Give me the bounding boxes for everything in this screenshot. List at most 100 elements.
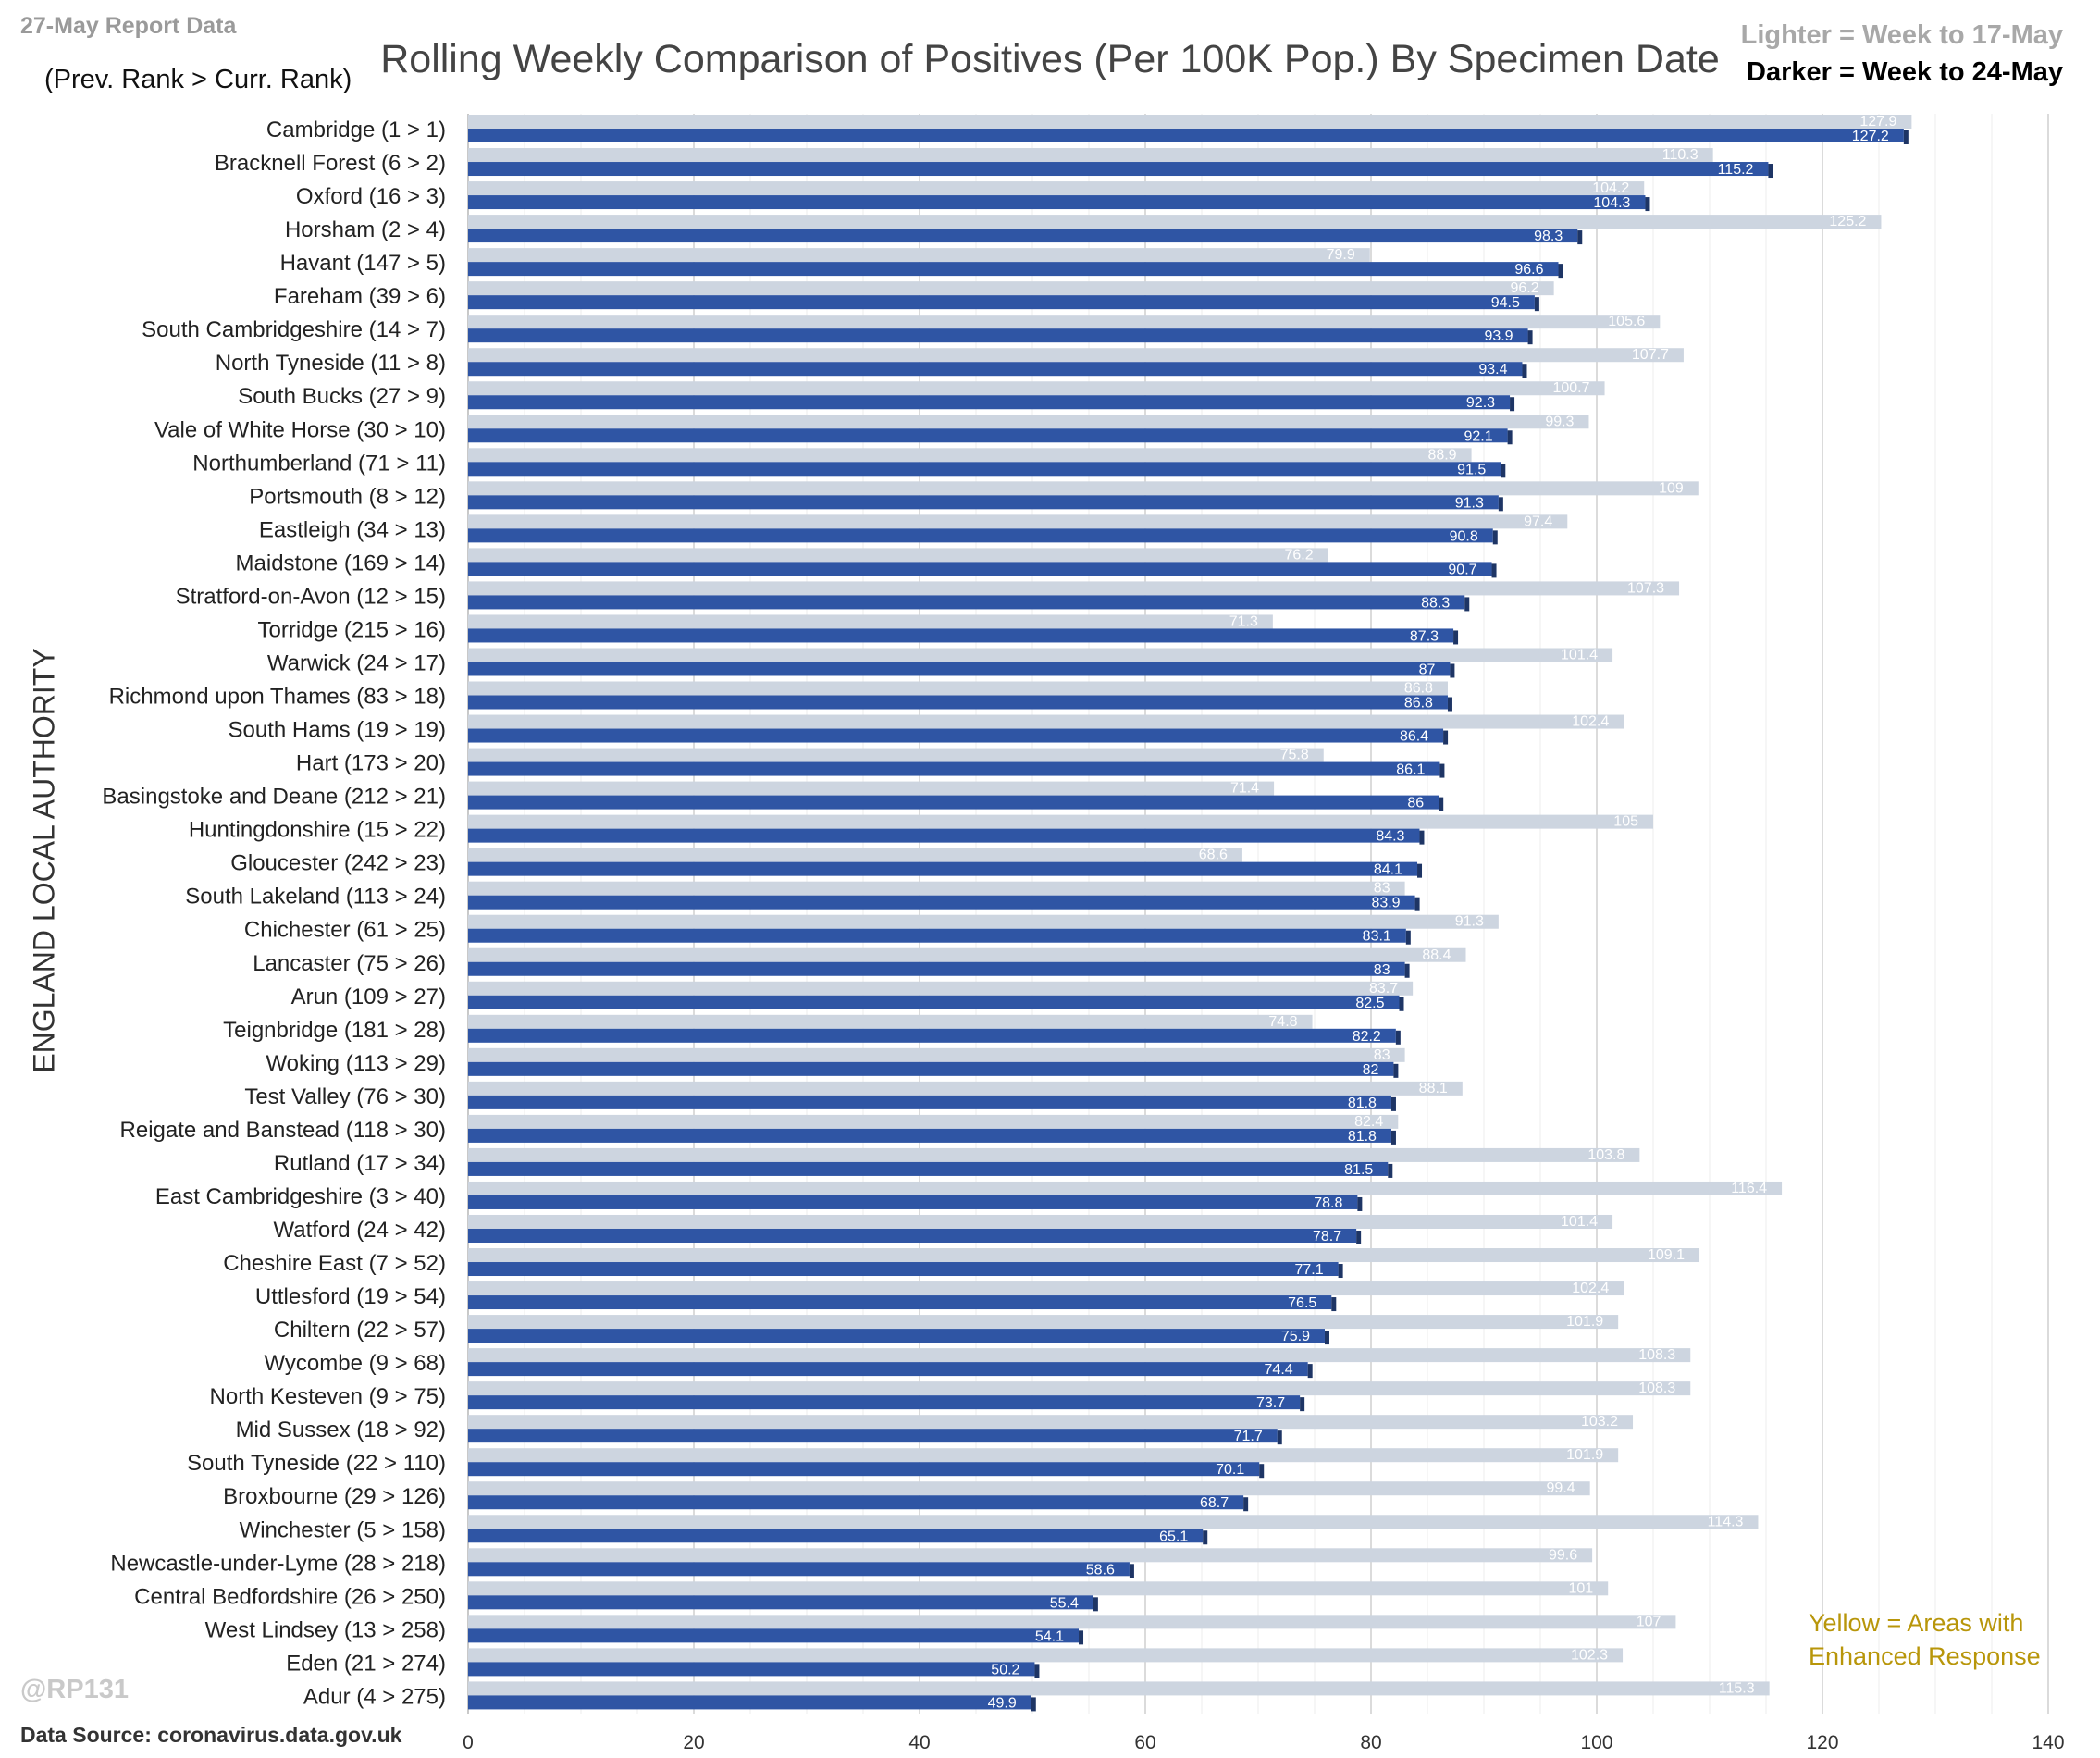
- y-category-label: Woking (113 > 29): [266, 1051, 446, 1076]
- bar-previous-week: [468, 881, 1405, 896]
- data-label-previous-week: 103.8: [1587, 1147, 1624, 1163]
- data-label-current-week: 87.3: [1410, 628, 1439, 644]
- bar-current-week-shade: [1577, 230, 1583, 245]
- bar-current-week: [468, 1562, 1130, 1577]
- y-category-label: North Tyneside (11 > 8): [216, 351, 446, 376]
- bar-previous-week: [468, 1348, 1691, 1363]
- bar-current-week: [468, 861, 1418, 876]
- bar-current-week: [468, 528, 1493, 543]
- data-label-current-week: 87: [1419, 662, 1436, 677]
- data-label-previous-week: 101.4: [1561, 647, 1598, 662]
- data-label-current-week: 86.8: [1404, 696, 1433, 712]
- bar-current-week-shade: [1534, 297, 1539, 312]
- bar-previous-week: [468, 581, 1680, 596]
- bar-current-week: [468, 395, 1511, 410]
- data-label-previous-week: 71.3: [1229, 613, 1258, 629]
- data-label-previous-week: 102.3: [1571, 1647, 1608, 1663]
- data-label-current-week: 78.7: [1313, 1229, 1341, 1244]
- data-label-previous-week: 105: [1613, 814, 1638, 830]
- y-category-label: South Lakeland (113 > 24): [185, 885, 446, 910]
- bar-current-week: [468, 628, 1454, 643]
- rank-note: (Prev. Rank > Curr. Rank): [44, 65, 352, 94]
- bar-previous-week: [468, 548, 1328, 563]
- data-label-previous-week: 102.4: [1572, 714, 1609, 730]
- bar-current-week: [468, 995, 1400, 1009]
- bar-previous-week: [468, 1548, 1593, 1563]
- data-label-previous-week: 107: [1637, 1614, 1661, 1629]
- bar-current-week-shade: [1414, 897, 1420, 911]
- bar-previous-week: [468, 1415, 1634, 1430]
- bar-current-week: [468, 362, 1523, 377]
- y-category-label: Wycombe (9 > 68): [264, 1351, 446, 1376]
- data-label-current-week: 76.5: [1288, 1295, 1316, 1311]
- y-category-label: Fareham (39 > 6): [274, 284, 446, 309]
- data-label-previous-week: 74.8: [1268, 1014, 1297, 1030]
- data-label-current-week: 86.4: [1400, 729, 1428, 745]
- bar-previous-week: [468, 1615, 1676, 1629]
- bar-current-week-shade: [1307, 1364, 1313, 1379]
- data-label-previous-week: 107.3: [1627, 580, 1664, 596]
- data-label-current-week: 92.3: [1466, 395, 1495, 411]
- y-category-label: Adur (4 > 275): [303, 1684, 446, 1709]
- bar-current-week: [468, 1495, 1244, 1510]
- bar-current-week-shade: [1031, 1697, 1036, 1712]
- data-label-previous-week: 101.4: [1561, 1214, 1598, 1230]
- bar-previous-week: [468, 1181, 1783, 1195]
- bar-current-week-shade: [1464, 597, 1470, 612]
- bar-previous-week: [468, 481, 1699, 496]
- data-label-current-week: 91.3: [1455, 495, 1484, 511]
- data-label-previous-week: 100.7: [1552, 380, 1589, 396]
- y-category-label: Warwick (24 > 17): [267, 650, 446, 675]
- x-tick-label: 60: [1134, 1732, 1155, 1753]
- bar-current-week: [468, 1095, 1391, 1109]
- y-category-label: Test Valley (76 > 30): [244, 1084, 446, 1109]
- data-label-previous-week: 108.3: [1638, 1380, 1675, 1396]
- bar-previous-week: [468, 381, 1605, 396]
- data-label-current-week: 83.9: [1371, 896, 1400, 911]
- y-category-label: Cheshire East (7 > 52): [223, 1251, 446, 1276]
- data-label-previous-week: 91.3: [1455, 914, 1484, 930]
- bar-current-week-shade: [1356, 1230, 1362, 1244]
- bar-current-week: [468, 1195, 1358, 1209]
- data-label-current-week: 115.2: [1718, 162, 1754, 178]
- bar-current-week-shade: [1419, 830, 1425, 845]
- bar-previous-week: [468, 614, 1273, 629]
- data-label-previous-week: 109: [1659, 480, 1684, 496]
- y-category-label: Maidstone (169 > 14): [236, 551, 446, 576]
- bar-current-week-shade: [1331, 1297, 1337, 1312]
- bar-current-week: [468, 1262, 1339, 1277]
- y-category-label: Newcastle-under-Lyme (28 > 218): [110, 1551, 446, 1576]
- bar-current-week: [468, 1595, 1093, 1610]
- bar-current-week: [468, 728, 1444, 743]
- data-label-previous-week: 114.3: [1708, 1514, 1744, 1529]
- x-tick-label: 100: [1580, 1732, 1612, 1753]
- bar-current-week-shade: [1501, 464, 1506, 478]
- bar-current-week: [468, 1161, 1389, 1176]
- bar-previous-week: [468, 448, 1472, 463]
- data-label-previous-week: 97.4: [1524, 514, 1552, 529]
- bar-previous-week: [468, 1315, 1619, 1330]
- data-label-current-week: 58.6: [1086, 1562, 1115, 1578]
- bar-previous-week: [468, 1114, 1399, 1129]
- y-category-label: Northumberland (71 > 11): [192, 451, 446, 476]
- data-label-current-week: 93.9: [1484, 328, 1513, 344]
- bar-current-week-shade: [1259, 1464, 1265, 1479]
- bar-current-week: [468, 1362, 1308, 1377]
- data-label-current-week: 90.7: [1448, 562, 1476, 577]
- bar-current-week-shade: [1405, 930, 1411, 945]
- bar-previous-week: [468, 1248, 1700, 1263]
- bar-current-week: [468, 662, 1451, 676]
- data-label-previous-week: 127.9: [1859, 114, 1896, 130]
- bar-previous-week: [468, 1014, 1313, 1029]
- y-category-label: South Cambridgeshire (14 > 7): [142, 317, 446, 342]
- data-label-previous-week: 79.9: [1327, 247, 1355, 263]
- author-handle: @RP131: [20, 1675, 129, 1704]
- bar-current-week: [468, 262, 1559, 277]
- data-label-previous-week: 88.9: [1427, 447, 1456, 463]
- bar-current-week: [468, 1529, 1204, 1543]
- bar-current-week-shade: [1093, 1597, 1098, 1612]
- y-category-label: Central Bedfordshire (26 > 250): [134, 1584, 446, 1609]
- x-tick-label: 40: [908, 1732, 930, 1753]
